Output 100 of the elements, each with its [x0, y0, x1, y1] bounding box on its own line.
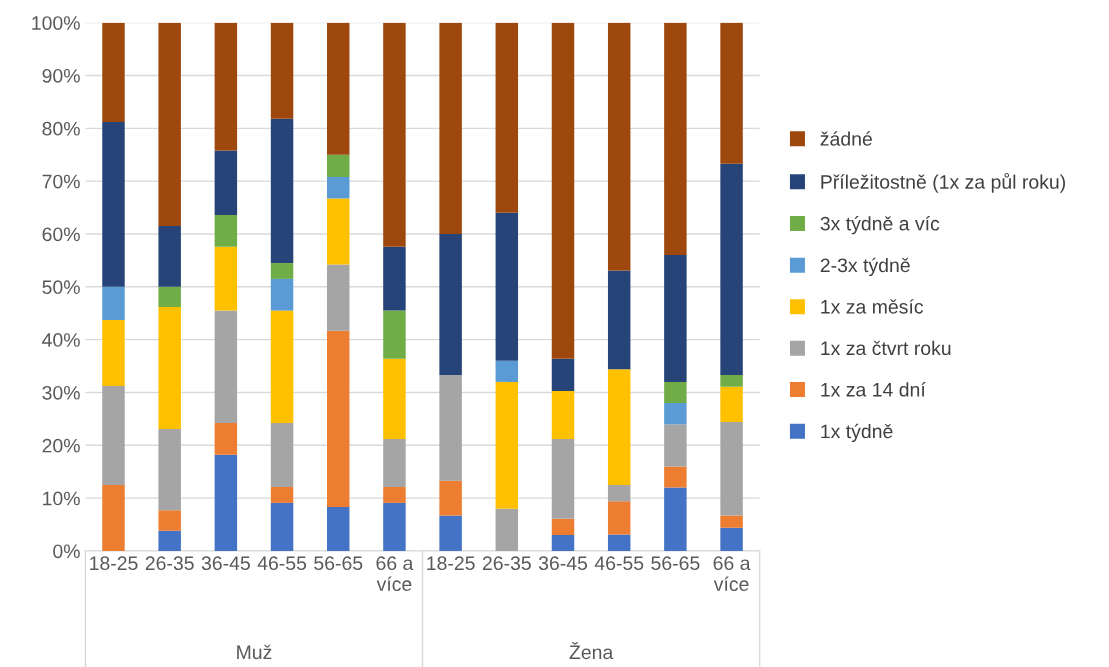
legend-label: 1x týdně [821, 423, 893, 443]
y-tick-label: 70% [42, 174, 80, 189]
bar [270, 310, 294, 424]
x-tick-label: 56-65 [651, 556, 700, 571]
bar [102, 320, 125, 387]
bar [102, 386, 125, 485]
x-tick-label: 18-25 [90, 556, 138, 571]
bar [720, 375, 743, 387]
x-tick-label: 56-65 [314, 556, 363, 571]
bar [270, 263, 294, 279]
bar [439, 375, 462, 481]
bar [439, 515, 462, 551]
bar [551, 390, 575, 439]
bar [158, 510, 181, 531]
legend-label: žádné [820, 131, 872, 146]
y-tick-label: 90% [42, 68, 80, 83]
bar [664, 424, 687, 467]
bar [214, 454, 238, 551]
y-tick-label: 20% [42, 438, 80, 453]
bar [551, 438, 575, 519]
bar [607, 270, 631, 370]
bar [495, 508, 519, 551]
x-tick-label: 26-35 [482, 556, 531, 571]
bar [327, 154, 350, 177]
bar [439, 480, 462, 516]
bar [551, 358, 575, 391]
legend-label: Příležitostně (1x za půl roku) [821, 172, 1066, 193]
bar [383, 438, 406, 488]
bar [214, 423, 238, 455]
bar [495, 212, 519, 361]
bar [158, 428, 181, 511]
bar [102, 484, 125, 551]
legend-label: 1x za 14 dní [821, 382, 926, 397]
bar [270, 502, 294, 551]
bar [270, 118, 294, 264]
x-tick-label: 66 a více [376, 556, 414, 592]
x-tick-label: 18-25 [427, 556, 475, 571]
x-tick-label: 46-55 [594, 556, 644, 571]
bar [327, 176, 350, 199]
x-tick-label: 46-55 [257, 556, 307, 571]
bar [720, 422, 743, 516]
bar [270, 487, 294, 503]
bar [607, 369, 631, 485]
bar [102, 121, 125, 287]
bar [664, 381, 687, 404]
bar [607, 22, 631, 271]
bar [439, 233, 462, 376]
bar [158, 286, 181, 307]
bar [720, 386, 743, 423]
y-tick-label: 100% [32, 16, 80, 30]
bar [664, 255, 687, 382]
bar [102, 22, 125, 122]
bar [664, 403, 687, 425]
bar [664, 466, 687, 488]
bar [158, 226, 181, 287]
bar [607, 501, 631, 535]
legend-label: 3x týdně a víc [820, 216, 940, 235]
bar [383, 502, 406, 551]
y-tick-label: 0% [53, 544, 80, 559]
bar [720, 163, 743, 376]
x-tick-label: 36-45 [538, 556, 588, 571]
bar [383, 310, 406, 359]
y-tick-label: 40% [42, 333, 80, 347]
bar [664, 487, 687, 551]
bar [607, 534, 631, 551]
x-tick-label: 66 a více [713, 556, 751, 592]
bar [214, 214, 238, 247]
bar [214, 150, 238, 215]
bar [270, 423, 294, 488]
y-tick-label: 60% [42, 227, 80, 242]
bar [495, 381, 519, 509]
bar [720, 527, 743, 551]
bar [158, 306, 181, 429]
bar [383, 246, 406, 311]
bar [158, 22, 181, 227]
bar [214, 246, 238, 311]
bar [214, 22, 238, 151]
legend-label: 2-3x týdně [820, 257, 910, 277]
bar [270, 278, 294, 311]
bar [439, 22, 462, 234]
bar [607, 484, 631, 502]
text: Žena [569, 641, 614, 660]
y-tick-label: 30% [42, 385, 80, 400]
y-tick-label: 10% [43, 491, 80, 506]
bar [327, 264, 350, 331]
x-tick-label: 36-45 [201, 556, 250, 571]
bar [551, 535, 575, 551]
bar [495, 22, 519, 213]
bar [102, 286, 125, 321]
bar [720, 22, 743, 164]
legend-label: 1x za měsíc [821, 299, 924, 314]
bar [158, 530, 181, 551]
bar [664, 22, 687, 256]
bar [270, 22, 294, 119]
bar [214, 310, 238, 424]
bar [495, 360, 519, 382]
bar [383, 487, 406, 503]
bar [327, 330, 350, 508]
bar [383, 358, 406, 439]
bar [551, 22, 575, 359]
